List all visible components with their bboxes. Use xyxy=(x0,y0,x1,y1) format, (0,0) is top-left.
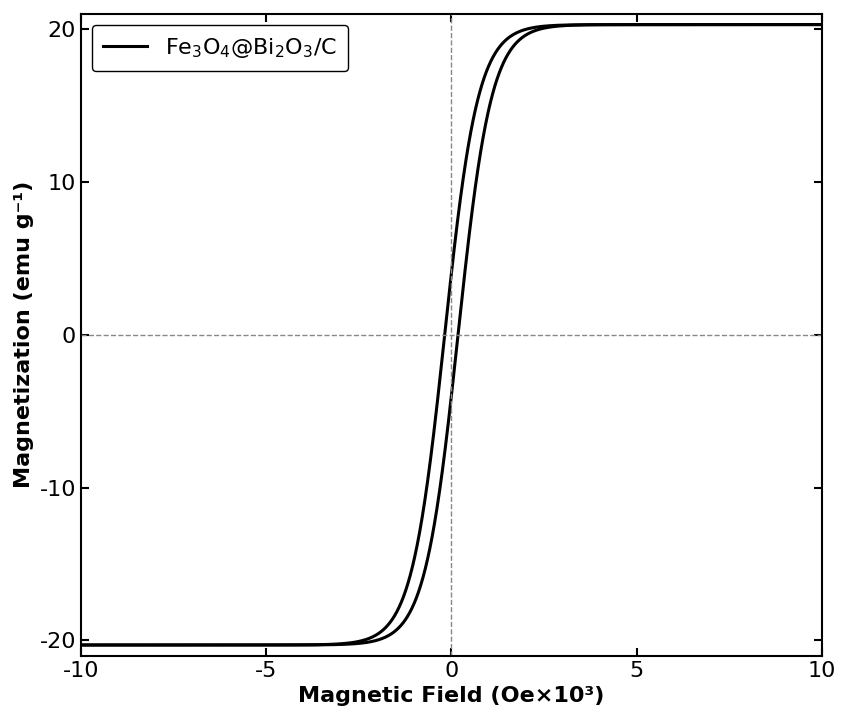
Y-axis label: Magnetization (emu g⁻¹): Magnetization (emu g⁻¹) xyxy=(14,181,34,488)
Legend: Fe$_3$O$_4$@Bi$_2$O$_3$/C: Fe$_3$O$_4$@Bi$_2$O$_3$/C xyxy=(92,25,348,71)
X-axis label: Magnetic Field (Oe×10³): Magnetic Field (Oe×10³) xyxy=(298,686,604,706)
